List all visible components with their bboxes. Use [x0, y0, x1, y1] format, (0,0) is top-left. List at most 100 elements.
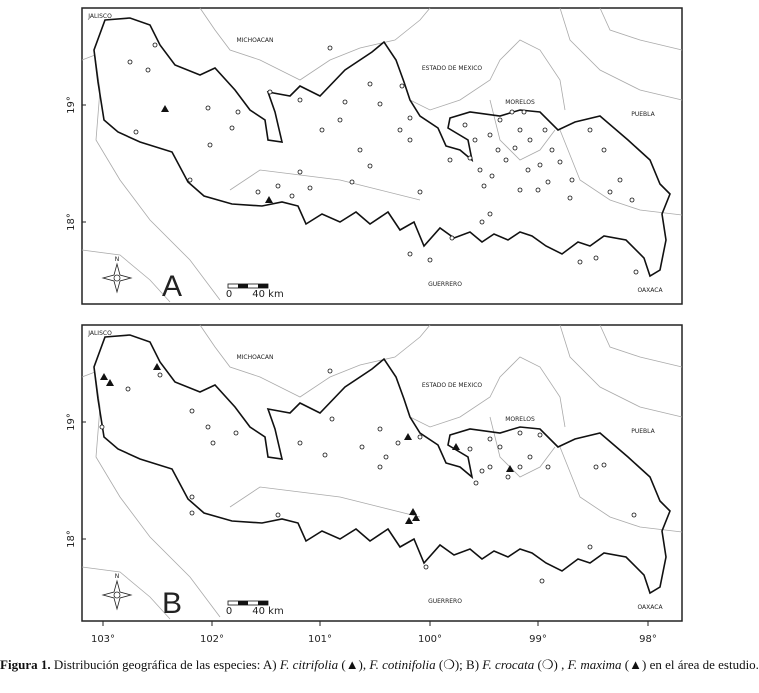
record-circle: [297, 440, 303, 446]
record-circle: [505, 474, 511, 480]
record-circle: [497, 444, 503, 450]
caption-text: Distribución geográfica de las especies:…: [50, 657, 280, 672]
record-circle: [535, 187, 541, 193]
record-circle: [267, 89, 273, 95]
caption-text: (▲) en el área de estudio.: [621, 657, 759, 672]
record-circle: [509, 109, 515, 115]
record-circle: [397, 127, 403, 133]
caption-label: Figura 1.: [0, 657, 51, 672]
map-panel: JALISCO MICHOACAN ESTADO DE MEXICO MORELOS P…: [66, 7, 683, 305]
record-circle: [607, 189, 613, 195]
state-border: [229, 486, 421, 518]
record-circle: [545, 179, 551, 185]
record-circle: [417, 434, 423, 440]
record-circle: [327, 368, 333, 374]
panel-frame: [81, 7, 683, 305]
lon-label: 100°: [418, 634, 442, 645]
record-circle: [462, 122, 468, 128]
record-circle: [487, 436, 493, 442]
record-circle: [359, 444, 365, 450]
record-circle: [322, 452, 328, 458]
record-circle: [481, 183, 487, 189]
map-panel: JALISCO MICHOACAN ESTADO DE MEXICO MORELOS P…: [66, 324, 683, 622]
state-border: [559, 129, 683, 216]
record-circle: [189, 510, 195, 516]
record-circle: [189, 408, 195, 414]
state-label: GUERRERO: [428, 598, 462, 605]
record-circle: [631, 512, 637, 518]
record-circle: [307, 185, 313, 191]
state-label: JALISCO: [87, 330, 112, 337]
state-border: [409, 356, 566, 428]
record-circle: [337, 117, 343, 123]
record-circle: [427, 257, 433, 263]
state-border: [409, 39, 566, 111]
record-circle: [587, 544, 593, 550]
state-label: PUEBLA: [631, 428, 655, 435]
scale-bar: [258, 601, 268, 605]
record-circle: [395, 440, 401, 446]
record-circle: [367, 163, 373, 169]
record-circle: [587, 127, 593, 133]
lat-label: 19°: [66, 413, 77, 431]
record-circle: [449, 235, 455, 241]
lon-label: 101°: [308, 634, 332, 645]
lon-label: 102°: [200, 634, 224, 645]
record-circle: [467, 446, 473, 452]
state-border: [599, 7, 683, 51]
record-circle: [601, 147, 607, 153]
record-circle: [417, 189, 423, 195]
record-circle: [407, 251, 413, 257]
record-circle: [329, 416, 335, 422]
record-circle: [367, 81, 373, 87]
figure: JALISCO MICHOACAN ESTADO DE MEXICO MORELOS P…: [66, 7, 683, 645]
record-circle: [472, 137, 478, 143]
record-circle: [275, 183, 281, 189]
record-circle: [319, 127, 325, 133]
record-circle: [601, 462, 607, 468]
record-triangle: [153, 363, 161, 370]
record-circle: [487, 464, 493, 470]
record-circle: [517, 187, 523, 193]
study-area: [93, 334, 671, 595]
record-circle: [229, 125, 235, 131]
species: F. crocata: [482, 657, 535, 672]
record-circle: [297, 169, 303, 175]
state-border: [199, 7, 431, 81]
record-circle: [512, 145, 518, 151]
state-label: MORELOS: [505, 416, 535, 423]
record-circle: [447, 157, 453, 163]
state-label: OAXACA: [637, 604, 663, 611]
state-border: [229, 169, 421, 201]
record-circle: [527, 454, 533, 460]
scale-label: 0: [226, 289, 232, 300]
record-circle: [527, 137, 533, 143]
record-circle: [349, 179, 355, 185]
state-label: ESTADO DE MEXICO: [422, 65, 483, 72]
record-triangle: [405, 517, 413, 524]
state-border: [489, 99, 556, 161]
record-triangle: [452, 443, 460, 450]
record-circle: [495, 147, 501, 153]
record-circle: [633, 269, 639, 275]
lat-label: 18°: [66, 213, 77, 231]
record-circle: [517, 430, 523, 436]
lon-label: 99°: [529, 634, 547, 645]
record-circle: [617, 177, 623, 183]
state-border: [489, 416, 556, 478]
study-area: [93, 17, 671, 278]
record-circle: [205, 424, 211, 430]
state-border: [599, 324, 683, 368]
north-label: N: [115, 256, 120, 263]
scale-label: 40 km: [252, 289, 283, 300]
record-triangle: [265, 196, 273, 203]
record-circle: [327, 45, 333, 51]
record-circle: [525, 167, 531, 173]
record-circle: [477, 167, 483, 173]
record-circle: [545, 464, 551, 470]
caption-text: (❍) ,: [534, 657, 568, 672]
state-border: [559, 7, 683, 101]
record-circle: [383, 454, 389, 460]
record-circle: [479, 219, 485, 225]
record-circle: [377, 101, 383, 107]
